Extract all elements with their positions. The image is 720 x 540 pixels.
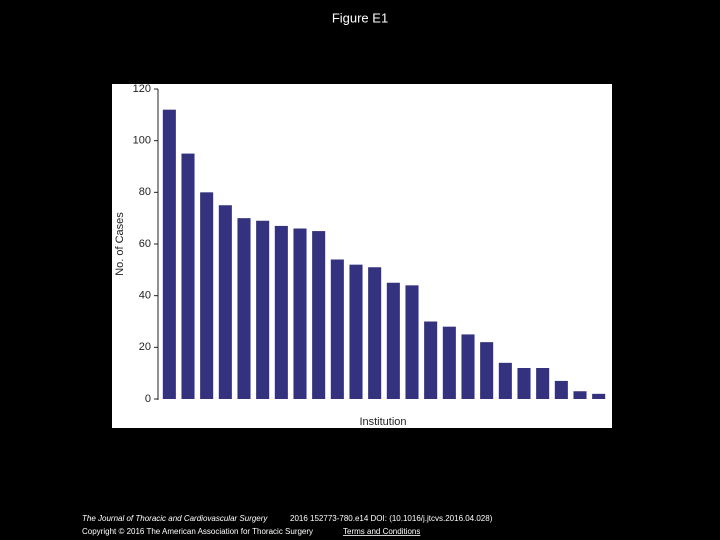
bar (162, 109, 176, 400)
copyright: Copyright © 2016 The American Associatio… (82, 527, 313, 536)
citation: 2016 152773-780.e14 DOI: (10.1016/j.jtcv… (290, 514, 493, 523)
bar (573, 391, 587, 399)
bar (330, 259, 344, 399)
y-tick-label: 40 (139, 290, 151, 302)
journal: The Journal of Thoracic and Cardiovascul… (82, 514, 268, 523)
bar (349, 264, 363, 399)
y-tick-label: 100 (133, 135, 151, 147)
bar (405, 285, 419, 399)
y-tick-label: 60 (139, 238, 151, 250)
bar (237, 218, 251, 399)
bar (368, 267, 382, 399)
bar (517, 368, 531, 399)
y-tick-label: 0 (145, 393, 151, 405)
bar (461, 334, 475, 399)
terms-link[interactable]: Terms and Conditions (343, 527, 420, 536)
bar (312, 231, 326, 399)
y-tick-label: 20 (139, 341, 151, 353)
figure-title: Figure E1 (332, 10, 388, 25)
bar (181, 153, 195, 399)
bar (293, 228, 307, 399)
y-tick-label: 120 (133, 83, 151, 95)
bar (480, 342, 494, 399)
bar (386, 282, 400, 399)
bar (536, 368, 550, 399)
x-axis-label: Institution (359, 416, 406, 428)
bar (554, 380, 568, 399)
y-axis-label: No. of Cases (114, 212, 126, 276)
bar (498, 362, 512, 399)
bar (442, 326, 456, 399)
bar (200, 192, 214, 399)
bar (592, 393, 606, 399)
bar (218, 205, 232, 399)
bar (274, 225, 288, 399)
y-tick-label: 80 (139, 186, 151, 198)
bar (256, 220, 270, 399)
bar (424, 321, 438, 399)
